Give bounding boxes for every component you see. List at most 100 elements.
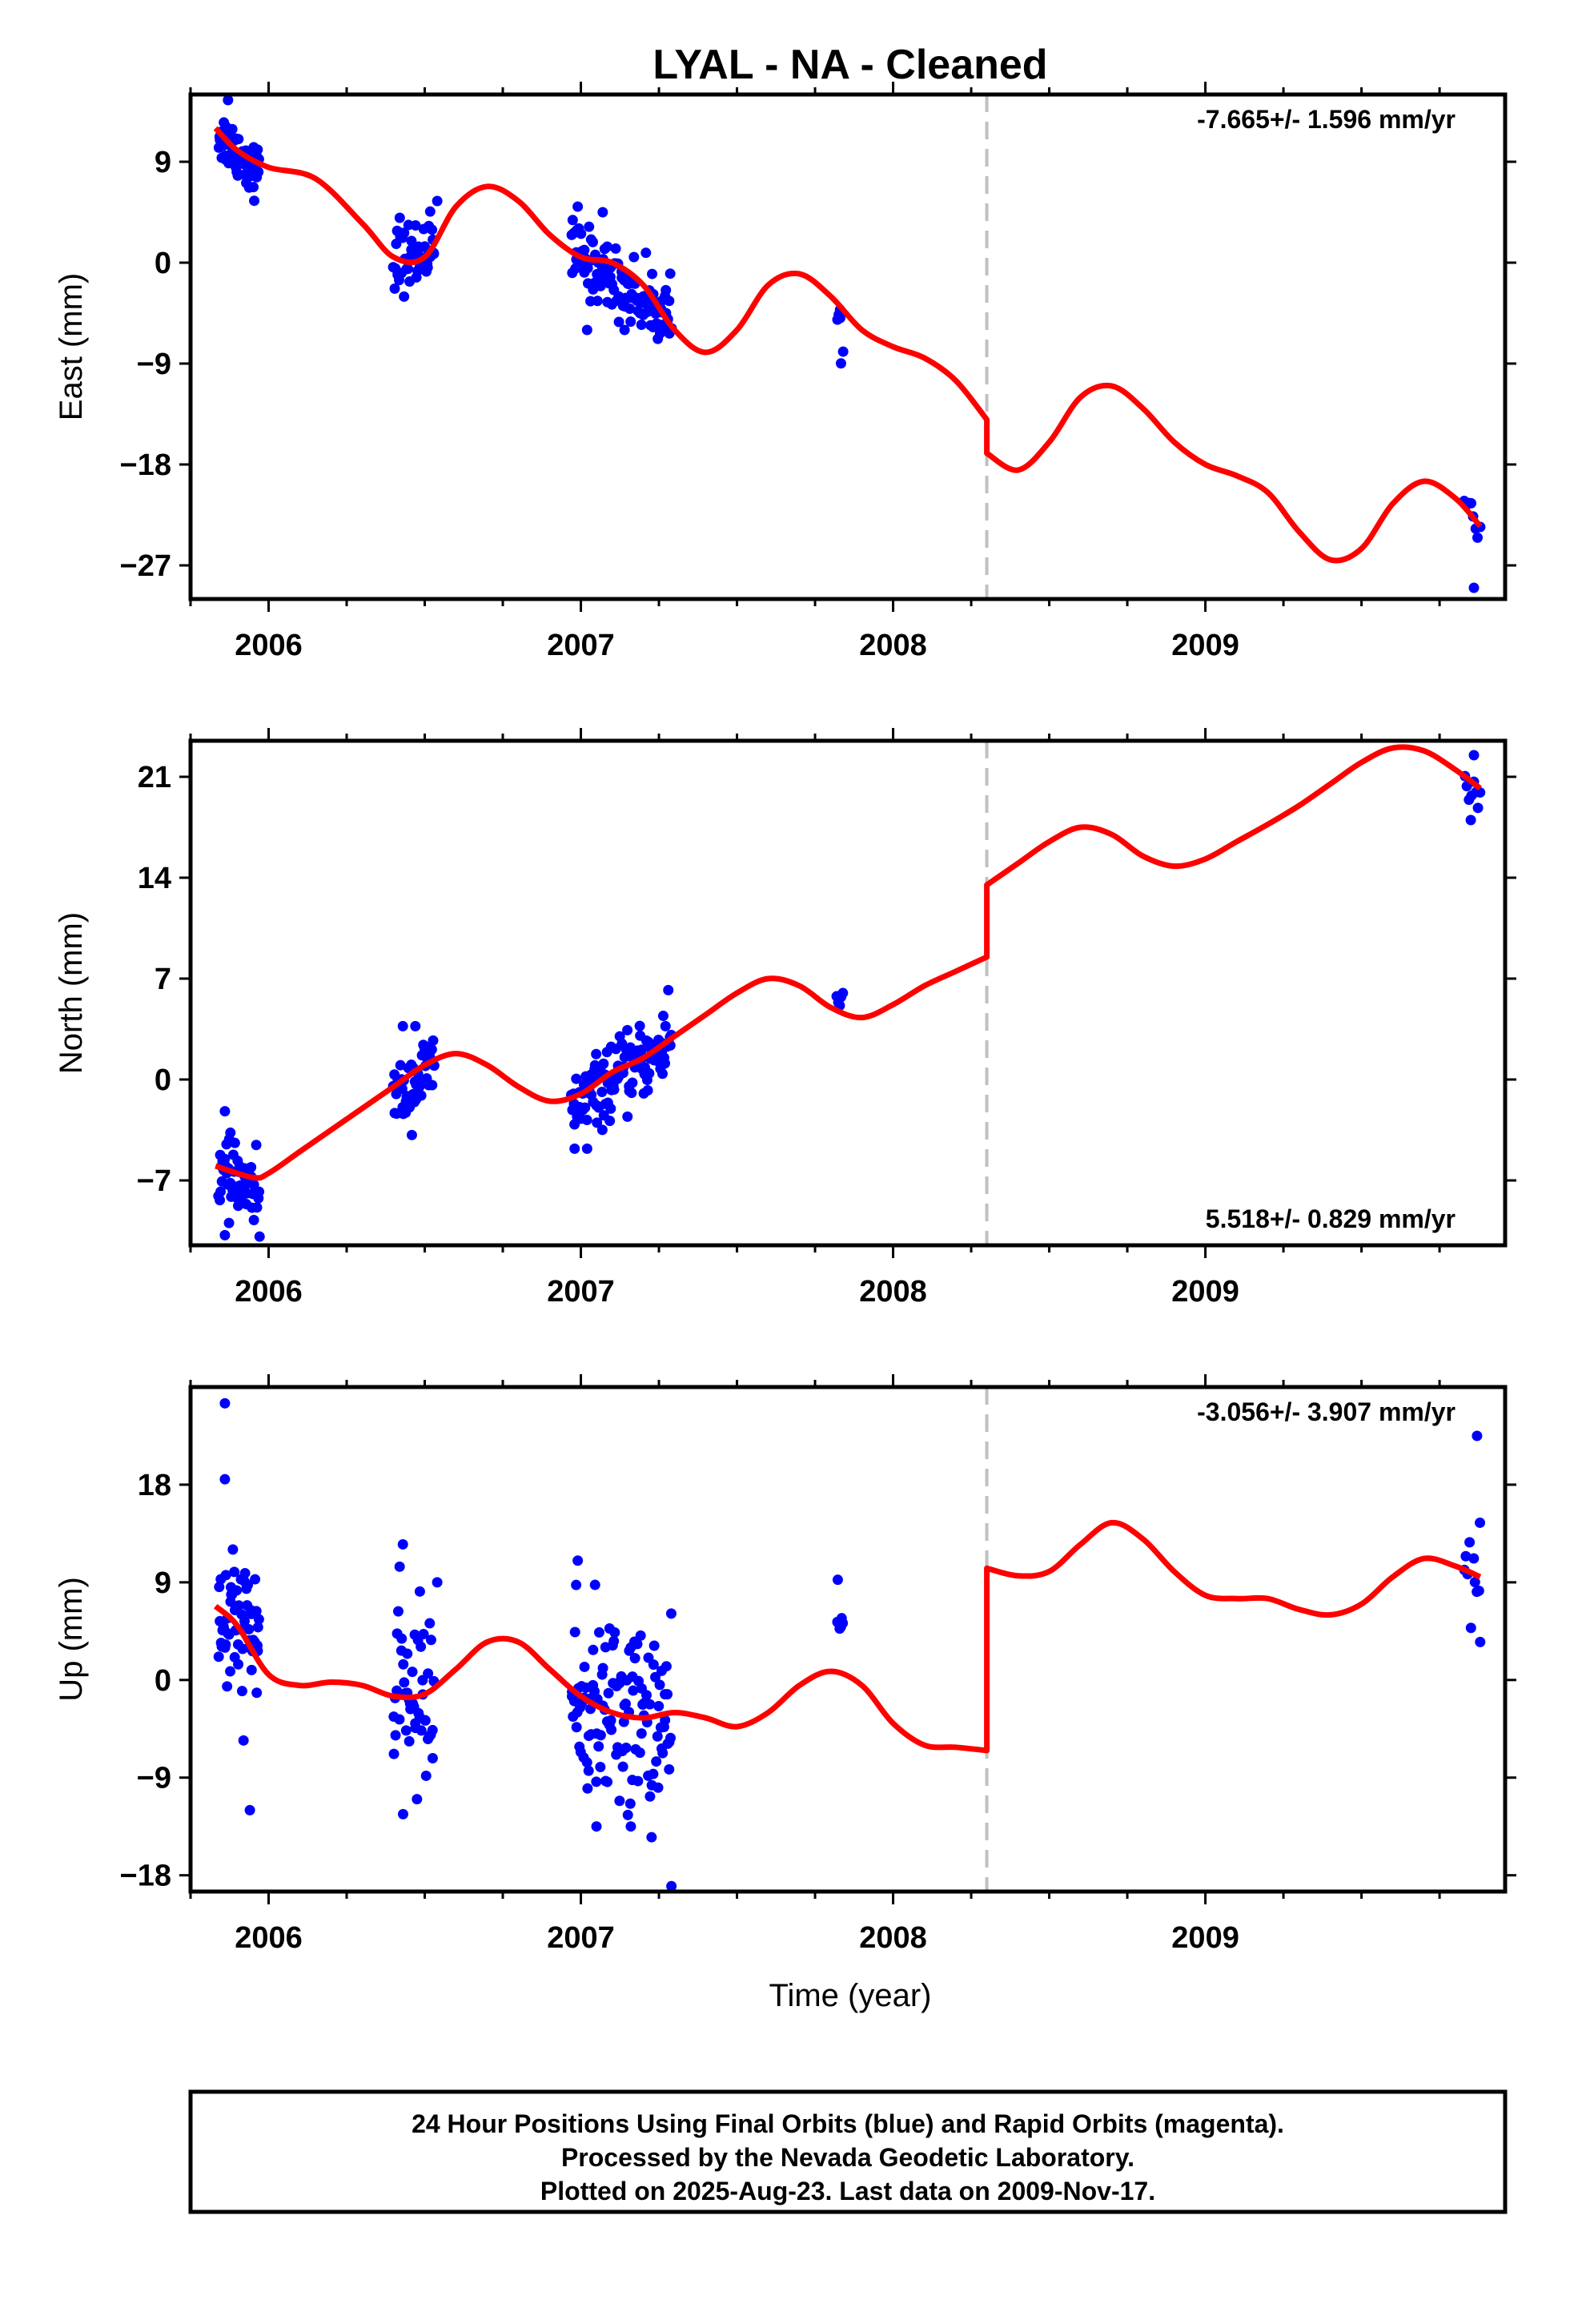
up-data-point	[1475, 1517, 1486, 1528]
north-data-point	[254, 1186, 265, 1197]
up-data-point	[246, 1664, 257, 1675]
up-data-point	[629, 1653, 640, 1664]
east-data-point	[253, 167, 264, 178]
up-data-point	[608, 1635, 620, 1647]
east-data-point	[619, 324, 630, 336]
north-data-point	[644, 1068, 655, 1079]
up-data-point	[648, 1640, 660, 1651]
up-data-point	[402, 1648, 413, 1659]
east-model-curve	[213, 126, 1483, 564]
up-data-point	[1468, 1553, 1480, 1564]
up-data-point	[660, 1715, 671, 1726]
up-data-point	[225, 1666, 236, 1677]
up-data-point	[628, 1685, 639, 1696]
north-model-curve	[215, 744, 1482, 1181]
north-data-point	[406, 1129, 417, 1140]
east-xtick-label: 2007	[547, 629, 615, 662]
up-data-point	[244, 1804, 255, 1815]
up-data-point	[252, 1640, 263, 1651]
up-data-point	[1473, 1585, 1484, 1596]
up-data-point	[646, 1831, 657, 1843]
east-data-point	[410, 219, 421, 231]
caption-line-1: 24 Hour Positions Using Final Orbits (bl…	[412, 2109, 1284, 2138]
up-data-point	[251, 1606, 262, 1617]
up-data-point	[635, 1630, 646, 1641]
east-data-point	[624, 303, 636, 314]
up-data-point	[427, 1753, 438, 1764]
up-rate-label: -3.056+/- 3.907 mm/yr	[1197, 1397, 1456, 1426]
north-data-point	[1468, 750, 1480, 761]
east-ytick-label: −18	[120, 448, 171, 482]
north-xtick-label: 2007	[547, 1275, 615, 1309]
up-data-point	[665, 1608, 677, 1619]
east-data-point	[422, 262, 433, 273]
north-rate-label: 5.518+/- 0.829 mm/yr	[1206, 1204, 1456, 1233]
up-data-point	[398, 1659, 409, 1670]
north-data-point	[397, 1020, 408, 1031]
east-data-point	[628, 251, 640, 263]
east-data-point	[582, 263, 593, 274]
up-data-point	[252, 1622, 263, 1633]
east-data-point	[584, 221, 595, 232]
north-data-point	[225, 1127, 236, 1138]
east-data-point	[601, 241, 612, 252]
east-data-point	[399, 227, 410, 239]
east-y-axis-label: East (mm)	[54, 273, 89, 420]
north-ytick-label: −7	[137, 1164, 171, 1198]
east-ytick-label: 9	[155, 146, 171, 179]
caption-line-3: Plotted on 2025-Aug-23. Last data on 200…	[540, 2177, 1155, 2205]
up-data-point	[427, 1724, 438, 1735]
up-data-point	[394, 1561, 405, 1572]
up-data-point	[625, 1821, 636, 1832]
up-data-point	[648, 1768, 659, 1779]
up-data-point	[832, 1574, 843, 1586]
north-xtick-label: 2009	[1171, 1275, 1239, 1309]
east-data-point	[403, 263, 414, 275]
east-data-point	[1468, 582, 1480, 593]
up-data-point	[644, 1699, 656, 1710]
north-data-point	[596, 1087, 608, 1098]
north-xtick-label: 2006	[235, 1275, 303, 1309]
up-data-point	[654, 1679, 665, 1691]
north-data-point	[598, 1058, 609, 1069]
east-ytick-label: 0	[155, 247, 171, 280]
up-panel: 18 9 0 −9 −18 2006 2007 2008 2009 Up (mm) -3.056+/…	[54, 1374, 1516, 1955]
east-data-point	[587, 236, 598, 247]
east-data-point	[424, 206, 436, 217]
north-data-point	[605, 1103, 616, 1114]
up-data-point	[397, 1808, 408, 1819]
up-y-axis-label: Up (mm)	[54, 1577, 89, 1702]
up-data-point	[662, 1689, 673, 1700]
east-data-point	[406, 235, 417, 247]
up-data-point	[579, 1661, 590, 1672]
east-data-point	[394, 212, 405, 223]
north-data-point	[604, 1116, 616, 1127]
east-data-point	[835, 312, 846, 324]
north-data-point	[591, 1048, 602, 1059]
east-data-point	[647, 268, 658, 279]
east-ytick-label: −27	[120, 549, 171, 583]
up-data-point	[231, 1585, 243, 1596]
up-data-point	[220, 1639, 231, 1651]
up-data-point	[593, 1741, 604, 1752]
up-data-point	[624, 1798, 636, 1809]
east-data-point	[837, 346, 849, 357]
north-data-point	[426, 1044, 437, 1055]
east-data-point	[399, 291, 410, 302]
north-data-point	[608, 1084, 620, 1096]
up-data-point	[1469, 1577, 1480, 1588]
up-data-point	[250, 1574, 261, 1585]
north-data-point	[410, 1020, 421, 1031]
east-data-point	[227, 123, 238, 135]
up-data-point	[582, 1783, 593, 1794]
north-ytick-label: 21	[138, 761, 171, 794]
up-data-point	[397, 1538, 408, 1550]
up-data-point	[641, 1690, 652, 1701]
east-data-point	[665, 268, 676, 279]
up-data-point	[239, 1615, 250, 1626]
up-data-point	[665, 1732, 677, 1743]
up-data-point	[424, 1618, 436, 1629]
north-data-point	[1465, 814, 1476, 826]
x-axis-label: Time (year)	[769, 1978, 932, 2013]
up-data-point	[243, 1624, 255, 1635]
